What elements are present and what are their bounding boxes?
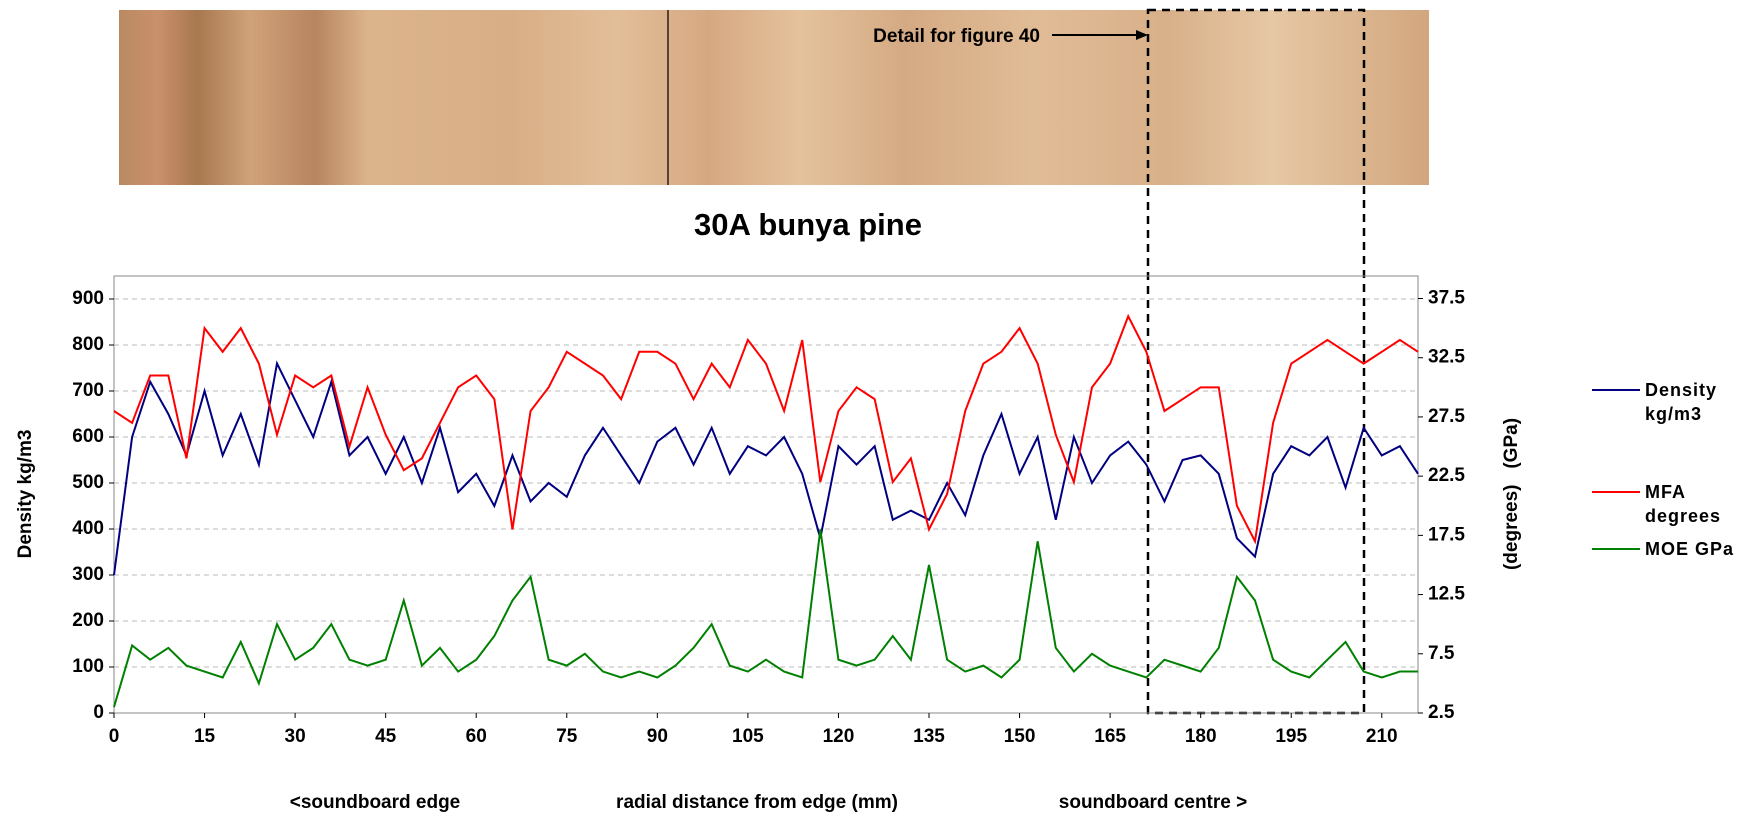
x-tick-label: 120 — [823, 726, 855, 747]
y-tick-label: 500 — [72, 472, 104, 493]
y-tick-label: 200 — [72, 610, 104, 631]
x-tick-label: 15 — [194, 726, 216, 747]
x-tick-label: 45 — [375, 726, 397, 747]
y2-tick-label: 7.5 — [1428, 643, 1455, 664]
x-axis-label: radial distance from edge (mm) — [616, 792, 898, 813]
x-tick-label: 135 — [913, 726, 945, 747]
y2-tick-label: 12.5 — [1428, 584, 1465, 605]
y2-tick-label: 32.5 — [1428, 347, 1465, 368]
x-tick-label: 180 — [1185, 726, 1217, 747]
y2-tick-label: 17.5 — [1428, 524, 1465, 545]
series-line — [113, 313, 1419, 545]
y-axis-label: Density kg/m3 — [15, 430, 36, 559]
y-tick-label: 0 — [93, 702, 104, 723]
legend-entry: MFA degrees — [1645, 482, 1722, 526]
chart-title: 30A bunya pine — [694, 207, 922, 242]
y-tick-label: 400 — [72, 518, 104, 539]
y2-tick-label: 2.5 — [1428, 702, 1455, 723]
x-axis-note: soundboard centre > — [1059, 792, 1247, 813]
x-tick-label: 150 — [1004, 726, 1036, 747]
y-tick-label: 800 — [72, 334, 104, 355]
x-axis-note: <soundboard edge — [290, 792, 461, 813]
annotation: Detail for figure 40 — [873, 26, 1040, 47]
x-tick-label: 195 — [1275, 726, 1307, 747]
x-tick-label: 30 — [285, 726, 306, 747]
series-line — [113, 360, 1419, 576]
y2-tick-label: 37.5 — [1428, 288, 1465, 309]
plot-area — [113, 275, 1419, 714]
y2-tick-label: 27.5 — [1428, 406, 1465, 427]
x-tick-label: 90 — [647, 726, 668, 747]
x-tick-label: 210 — [1366, 726, 1398, 747]
y-tick-label: 700 — [72, 380, 104, 401]
x-tick-label: 75 — [556, 726, 578, 747]
y2-axis-label: (degrees) (GPa) — [1501, 418, 1522, 570]
series-line — [113, 529, 1418, 708]
legend-entry: MOE GPa — [1645, 539, 1735, 559]
y-tick-label: 600 — [72, 426, 104, 447]
x-tick-label: 105 — [732, 726, 764, 747]
x-tick-label: 0 — [109, 726, 120, 747]
y-tick-label: 100 — [72, 656, 104, 677]
x-tick-label: 60 — [466, 726, 487, 747]
wood-photo — [119, 10, 1429, 185]
x-tick-label: 165 — [1094, 726, 1126, 747]
y-tick-label: 300 — [72, 564, 104, 585]
arrow-head — [1136, 30, 1148, 40]
y2-tick-label: 22.5 — [1428, 465, 1465, 486]
legend-entry: Density kg/m3 — [1645, 380, 1718, 424]
y-tick-label: 900 — [72, 288, 104, 309]
